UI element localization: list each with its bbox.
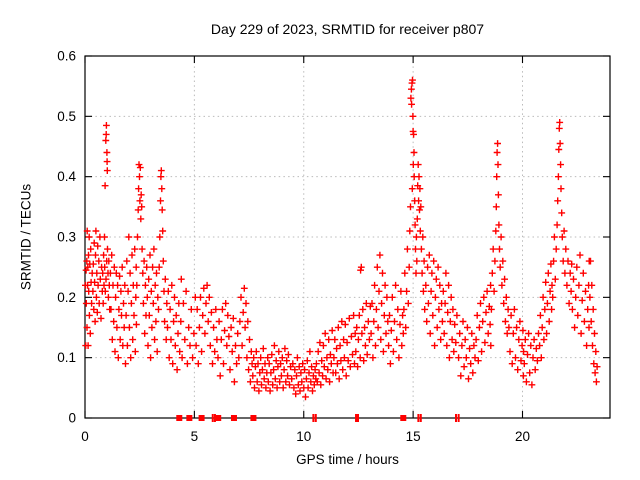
baseline-tick-marker [457, 414, 460, 422]
baseline-tick-marker [314, 414, 317, 422]
baseline-square-marker [198, 415, 205, 421]
baseline-square-marker [250, 415, 257, 421]
y-tick-label: 0.1 [57, 350, 76, 365]
x-tick-label: 0 [81, 429, 89, 444]
x-tick-label: 15 [406, 429, 421, 444]
baseline-tick-marker [419, 414, 422, 422]
baseline-square-marker [400, 415, 407, 421]
baseline-tick-marker [455, 414, 457, 422]
baseline-square-marker [176, 415, 183, 421]
y-tick-label: 0.4 [57, 169, 76, 184]
baseline-square-marker [215, 415, 222, 421]
x-tick-label: 20 [515, 429, 530, 444]
scatter-points [82, 76, 601, 401]
baseline-square-marker [230, 415, 237, 421]
x-tick-label: 5 [191, 429, 199, 444]
baseline-tick-marker [357, 414, 359, 422]
baseline-tick-marker [213, 414, 216, 422]
chart-title: Day 229 of 2023, SRMTID for receiver p80… [210, 21, 485, 37]
baseline-tick-marker [417, 414, 420, 422]
y-tick-label: 0.5 [57, 109, 76, 124]
baseline-square-marker [186, 415, 193, 421]
x-axis-label: GPS time / hours [296, 452, 399, 467]
baseline-tick-marker [355, 414, 358, 422]
y-tick-label: 0.6 [57, 49, 76, 64]
y-tick-label: 0.2 [57, 290, 76, 305]
y-tick-label: 0.3 [57, 230, 76, 245]
tick-labels: 0 5 10 15 20 0 0.1 0.2 0.3 0.4 0.5 0.6 [57, 49, 530, 445]
y-tick-label: 0 [68, 411, 76, 426]
baseline-markers [176, 414, 460, 422]
x-tick-label: 10 [296, 429, 311, 444]
baseline-tick-marker [211, 414, 214, 422]
baseline-tick-marker [312, 414, 315, 422]
